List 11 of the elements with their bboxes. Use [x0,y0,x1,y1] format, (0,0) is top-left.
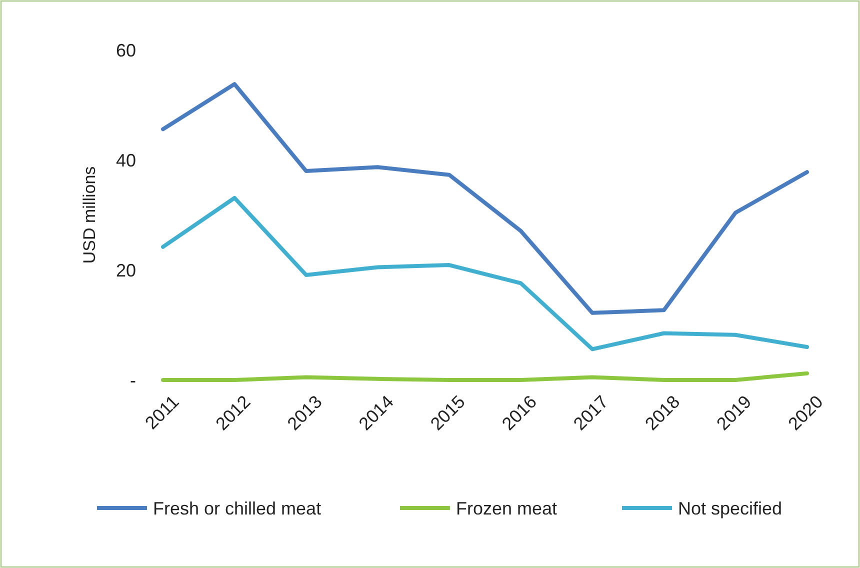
legend-label: Not specified [678,498,782,518]
y-tick-label: - [130,370,136,390]
line-series [161,371,809,382]
y-tick-label: 60 [116,40,136,60]
y-tick-label: 40 [116,150,136,170]
legend-label: Frozen meat [456,498,558,518]
line-series [161,82,809,315]
y-tick-label: 20 [116,260,136,280]
y-axis-title: USD millions [80,166,99,264]
legend-label: Fresh or chilled meat [153,498,322,518]
line-series [161,196,809,352]
